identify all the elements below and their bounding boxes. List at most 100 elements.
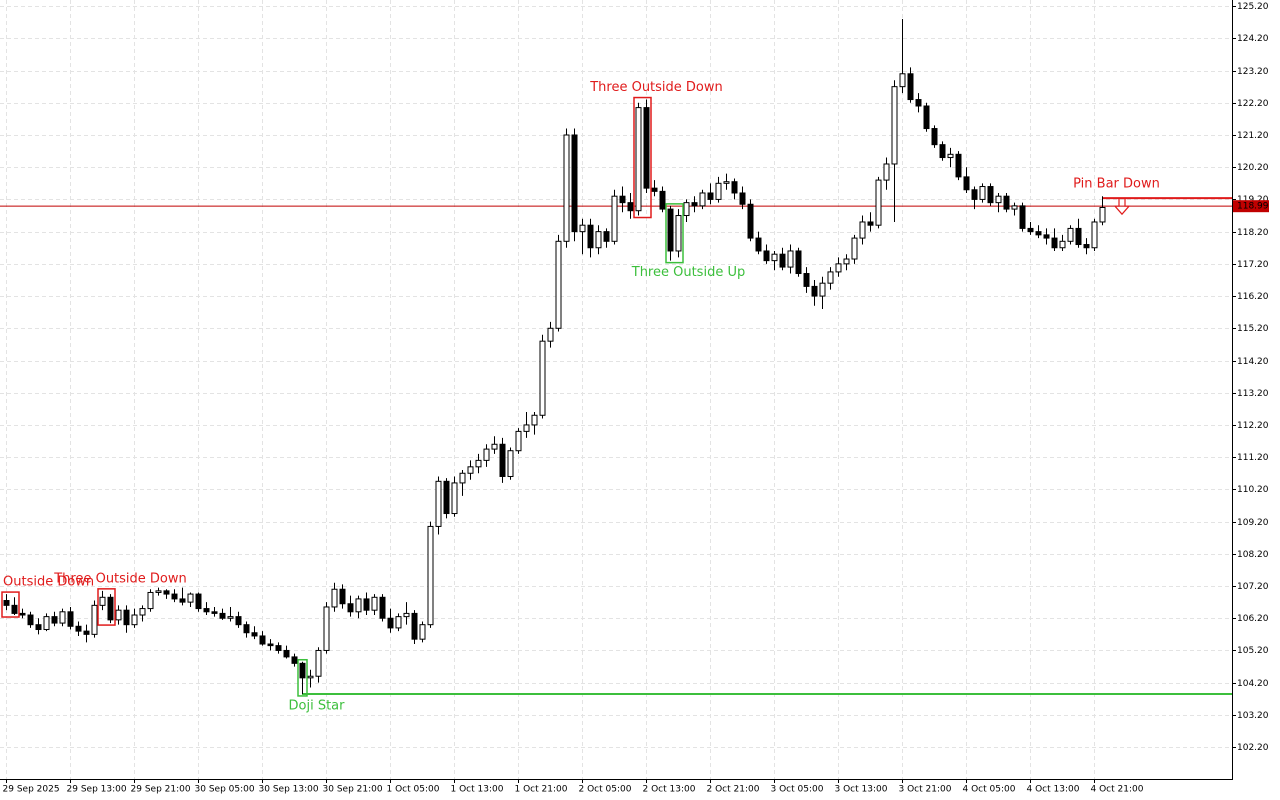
candle-body [27,614,34,626]
candle-body [563,134,570,242]
candle-body [835,263,842,273]
candle-body [891,86,898,165]
candle-body [755,237,762,252]
pattern-box [1,591,20,618]
candle-body [1091,221,1098,249]
candle-body [619,195,626,204]
candle-body [51,616,58,624]
candle-body [971,189,978,200]
candle-body [1043,234,1050,239]
candle-body [275,645,282,651]
candle-body [99,596,106,606]
candle-body [1099,206,1106,223]
pattern-label: Three Outside Down [53,571,187,586]
candle-body [595,231,602,249]
candle-body [651,187,658,192]
candle-body [1083,244,1090,249]
candle-body [67,611,74,627]
x-tick-label: 2 Oct 05:00 [579,785,632,795]
y-tick-label: 117.20 [1237,260,1269,270]
candle-body [763,250,770,262]
candle-body [251,632,258,637]
candle-body [923,105,930,130]
y-tick-label: 104.20 [1237,679,1269,689]
x-tick-label: 29 Sep 21:00 [131,785,191,795]
pattern-label: Three Outside Down [589,80,723,95]
y-tick-label: 108.20 [1237,550,1269,560]
candle-body [931,128,938,146]
y-tick-label: 121.20 [1237,131,1269,141]
candle-body [75,625,82,632]
candle-body [403,612,410,618]
current-price-tag [1233,200,1269,213]
candle-body [1059,240,1066,249]
candle-body [203,608,210,613]
candle-body [163,590,170,595]
candle-body [1035,231,1042,236]
candle-body [11,604,18,614]
candle-body [83,630,90,635]
y-tick-label: 122.20 [1237,99,1269,109]
candle-body [851,237,858,260]
candle-body [259,635,266,645]
candle-body [1075,227,1082,246]
y-tick-label: 114.20 [1237,357,1269,367]
pattern-label: Doji Star [289,698,346,713]
candle-body [331,588,338,608]
candle-body [747,203,754,239]
candle-body [955,153,962,178]
candle-body [179,598,186,603]
x-tick-label: 30 Sep 05:00 [195,785,255,795]
candle-body [691,202,698,207]
candle-body [947,153,954,159]
pattern-box [633,96,652,219]
candle-body [603,231,610,242]
y-tick-label: 107.20 [1237,582,1269,592]
x-tick-label: 1 Oct 05:00 [387,785,440,795]
candle-body [627,202,634,212]
candle-body [347,603,354,613]
x-tick-label: 2 Oct 13:00 [643,785,696,795]
y-tick-label: 105.20 [1237,646,1269,656]
candle-body [1067,227,1074,242]
candle-body [579,224,586,233]
y-tick-label: 116.20 [1237,292,1269,302]
candle-body [443,480,450,515]
candle-body [107,596,114,621]
pattern-arrow [1113,197,1131,216]
candle-body [59,611,66,624]
y-tick-label: 111.20 [1237,453,1269,463]
y-tick-label: 120.20 [1237,163,1269,173]
candle-body [939,144,946,159]
candle-body [131,614,138,626]
candle-body [411,612,418,640]
candle-body [987,186,994,204]
candle-body [419,624,426,640]
x-tick-label: 4 Oct 13:00 [1027,785,1080,795]
candle-body [315,649,322,677]
x-tick-label: 30 Sep 13:00 [259,785,319,795]
y-tick-label: 106.20 [1237,614,1269,624]
candle-body [843,258,850,265]
candle-body [531,414,538,426]
candle-body [395,616,402,629]
candle-body [523,424,530,432]
candle-body [547,327,554,342]
candle-body [195,593,202,610]
candle-body [659,190,666,210]
candle-body [707,192,714,200]
candle-body [115,609,122,621]
candle-body [355,598,362,613]
candle-body [555,240,562,329]
candle-body [339,588,346,605]
pattern-box [297,658,308,697]
y-tick-label: 109.20 [1237,518,1269,528]
candle-body [459,472,466,484]
candle-body [91,604,98,635]
y-tick-label: 125.20 [1237,2,1269,12]
candle-body [803,273,810,287]
candle-body [499,443,506,477]
candle-body [739,192,746,205]
candle-body [211,611,218,614]
